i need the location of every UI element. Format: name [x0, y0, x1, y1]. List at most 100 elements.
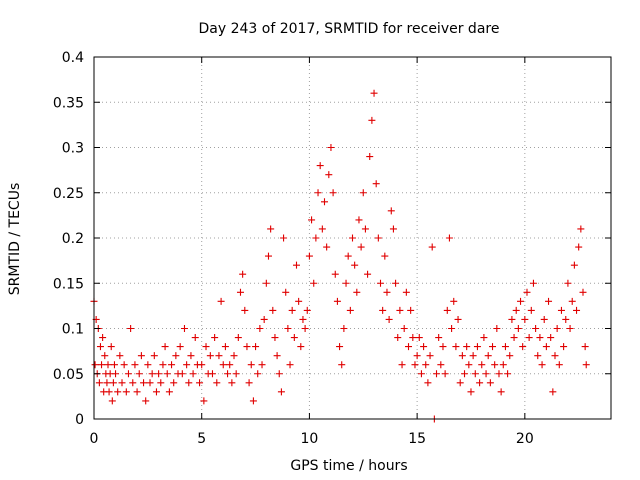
data-point	[142, 397, 150, 405]
data-point	[96, 343, 104, 351]
data-point	[379, 306, 387, 314]
data-point	[491, 361, 499, 369]
y-tick-label: 0.15	[53, 276, 84, 292]
data-point	[463, 343, 471, 351]
data-point	[532, 325, 540, 332]
data-point	[497, 388, 505, 396]
data-point	[549, 388, 557, 396]
data-point	[486, 379, 494, 387]
y-tick-label: 0.4	[62, 50, 84, 66]
data-point	[383, 288, 391, 296]
data-point	[118, 379, 126, 387]
data-point	[191, 334, 199, 342]
data-point	[577, 225, 585, 233]
data-point	[98, 361, 106, 369]
data-point	[211, 334, 219, 342]
data-point	[196, 379, 204, 387]
data-point	[226, 361, 234, 369]
data-point	[564, 279, 572, 287]
data-point	[129, 379, 137, 387]
data-point	[385, 315, 393, 323]
data-point	[361, 225, 369, 233]
y-tick-label: 0.25	[53, 186, 84, 202]
data-point	[325, 171, 333, 179]
data-point	[471, 370, 479, 378]
x-tick-label: 10	[301, 431, 319, 447]
data-point	[157, 379, 165, 387]
data-point	[346, 306, 354, 314]
x-axis-title: GPS time / hours	[290, 458, 407, 474]
data-point	[461, 370, 469, 378]
data-point	[493, 325, 501, 332]
data-point	[286, 361, 294, 369]
data-point	[109, 379, 117, 387]
data-point	[305, 252, 313, 260]
data-point	[275, 370, 283, 378]
data-point	[445, 234, 453, 242]
data-point	[441, 370, 449, 378]
data-point	[163, 370, 171, 378]
data-point	[428, 243, 436, 251]
data-point	[467, 388, 475, 396]
data-point	[170, 379, 178, 387]
data-point	[582, 361, 590, 369]
data-point	[331, 270, 339, 278]
data-point	[521, 315, 529, 323]
data-point	[206, 352, 214, 360]
data-point	[144, 361, 152, 369]
data-point	[568, 297, 576, 305]
data-point	[527, 306, 535, 314]
data-point	[562, 315, 570, 323]
data-point	[314, 189, 322, 197]
data-point	[437, 361, 445, 369]
data-point	[299, 315, 307, 323]
chart-title: Day 243 of 2017, SRMTID for receiver dar…	[199, 21, 500, 37]
data-point	[501, 343, 509, 351]
data-point	[140, 379, 148, 387]
data-point	[95, 379, 103, 387]
data-point	[280, 234, 288, 242]
data-point	[547, 334, 555, 342]
data-point	[295, 297, 303, 305]
data-point	[303, 306, 311, 314]
data-point	[398, 361, 406, 369]
data-point	[320, 198, 328, 206]
data-point	[374, 234, 382, 242]
data-point	[187, 352, 195, 360]
grid-layer	[94, 57, 611, 419]
data-point	[368, 116, 376, 124]
data-point	[402, 288, 410, 296]
data-point	[400, 325, 408, 332]
data-point	[506, 352, 514, 360]
data-point	[110, 361, 118, 369]
data-point	[529, 279, 537, 287]
data-point	[243, 343, 251, 351]
data-point	[131, 361, 139, 369]
data-point	[99, 334, 107, 342]
data-point	[575, 243, 583, 251]
data-point	[551, 352, 559, 360]
data-point	[114, 388, 122, 396]
data-point	[387, 207, 395, 215]
data-point	[525, 334, 533, 342]
data-point	[262, 279, 270, 287]
data-point	[297, 343, 305, 351]
data-point	[448, 325, 456, 332]
data-point	[433, 370, 441, 378]
data-point	[256, 325, 264, 332]
data-point	[405, 343, 413, 351]
data-point	[377, 279, 385, 287]
data-point	[581, 343, 589, 351]
data-point	[267, 225, 275, 233]
data-point	[219, 361, 227, 369]
data-point	[288, 306, 296, 314]
data-point	[426, 352, 434, 360]
y-axis-title: SRMTID / TECUs	[7, 183, 23, 296]
data-point	[355, 216, 363, 224]
data-point	[351, 261, 359, 269]
data-point	[424, 379, 432, 387]
data-point	[364, 270, 372, 278]
data-point	[579, 288, 587, 296]
data-point	[161, 343, 169, 351]
data-point	[344, 252, 352, 260]
